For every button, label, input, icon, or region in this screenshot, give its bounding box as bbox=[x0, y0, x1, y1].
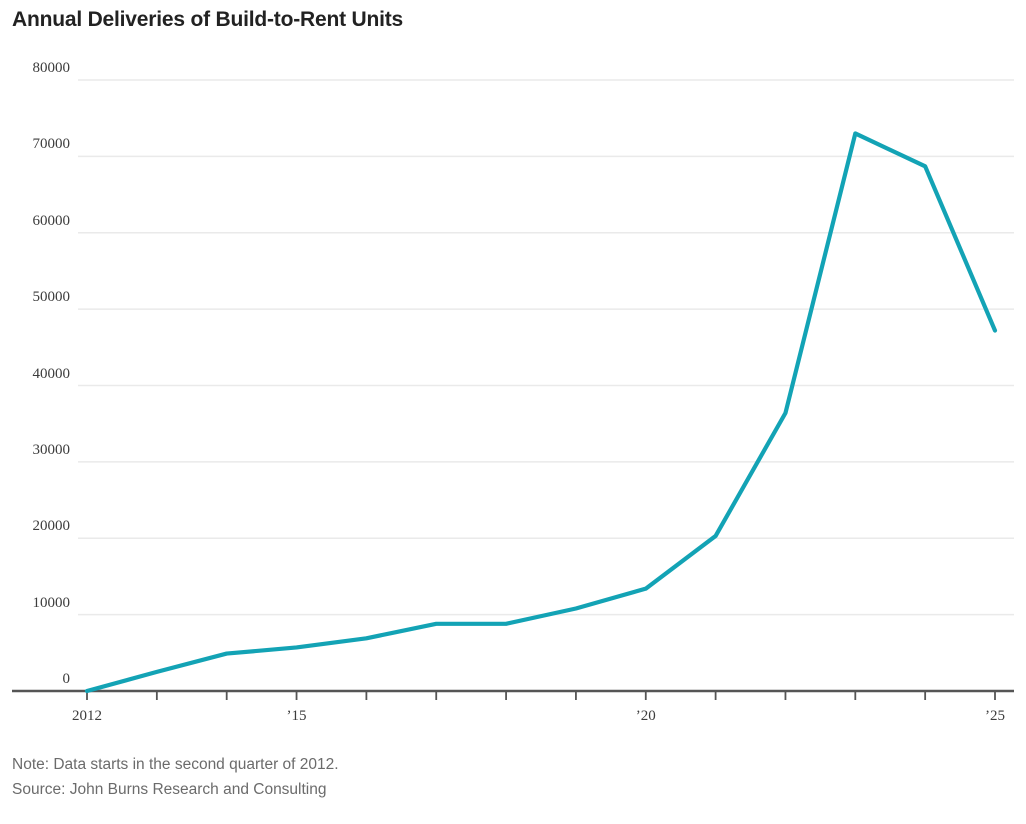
x-axis-tick-label: 2012 bbox=[72, 708, 102, 724]
x-axis-ticks-group bbox=[86, 691, 996, 700]
y-axis-tick-label: 50000 bbox=[32, 289, 71, 306]
page-title: Annual Deliveries of Build-to-Rent Units bbox=[12, 8, 404, 31]
x-axis-tick-label: ’20 bbox=[635, 708, 656, 724]
y-axis-tick-label: 40000 bbox=[32, 365, 71, 382]
footnote-note: Note: Data starts in the second quarter … bbox=[12, 756, 339, 773]
x-axis-tick-label: ’15 bbox=[286, 708, 307, 724]
chart-svg bbox=[12, 79, 1014, 700]
x-axis-tick-label: ’25 bbox=[985, 708, 1005, 724]
plot-area: 0 10000 20000 30000 40000 50000 60000 70000 8000… bbox=[12, 60, 1014, 724]
y-axis-tick-label: 10000 bbox=[32, 594, 71, 611]
gridlines-group bbox=[78, 79, 1014, 616]
y-axis-tick-label: 20000 bbox=[32, 518, 71, 535]
y-axis-tick-label: 70000 bbox=[32, 136, 71, 153]
y-axis-tick-label: 60000 bbox=[32, 212, 71, 229]
y-axis-tick-label: 80000 bbox=[32, 60, 71, 76]
y-axis-tick-label: 30000 bbox=[32, 441, 71, 458]
data-series-line bbox=[84, 131, 998, 694]
y-axis-tick-label: 0 bbox=[62, 671, 71, 687]
footnote-source: Source: John Burns Research and Consulti… bbox=[12, 781, 327, 798]
chart-footnotes: Note: Data starts in the second quarter … bbox=[12, 752, 339, 802]
